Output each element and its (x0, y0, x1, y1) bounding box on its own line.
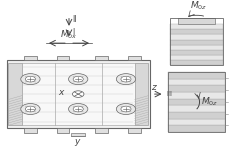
Bar (167, 125, 224, 132)
Text: II: II (71, 15, 76, 24)
Bar (128, 56, 140, 60)
Bar (167, 72, 224, 79)
Circle shape (73, 76, 83, 82)
Circle shape (21, 104, 40, 115)
Circle shape (68, 74, 87, 85)
Circle shape (25, 76, 35, 82)
Circle shape (73, 106, 83, 112)
Bar (169, 29, 222, 34)
Text: $y$: $y$ (74, 137, 82, 148)
Bar (8, 63, 22, 125)
Text: I: I (71, 28, 74, 37)
Bar (167, 72, 224, 132)
Circle shape (116, 74, 135, 85)
Bar (169, 60, 222, 65)
Bar (167, 112, 224, 119)
Circle shape (116, 104, 135, 115)
Bar (128, 128, 140, 133)
Text: III: III (166, 91, 172, 97)
Text: $x$: $x$ (58, 88, 65, 97)
Circle shape (120, 76, 131, 82)
Bar (167, 105, 224, 112)
Text: $M_{0z}$: $M_{0z}$ (190, 0, 207, 12)
Bar (71, 133, 85, 136)
Text: $M_{0z}$: $M_{0z}$ (200, 96, 218, 108)
Bar (24, 56, 36, 60)
Bar (169, 45, 222, 50)
Bar (169, 40, 222, 45)
Bar (167, 85, 224, 92)
Text: $M_{0x}$: $M_{0x}$ (60, 29, 77, 41)
Bar (134, 63, 148, 125)
Bar (95, 128, 107, 133)
Bar (169, 24, 222, 29)
Bar (167, 119, 224, 125)
Text: $z$: $z$ (150, 83, 157, 92)
Bar (167, 79, 224, 85)
Circle shape (120, 106, 131, 112)
Bar (57, 128, 69, 133)
Bar (167, 99, 224, 105)
Bar (95, 56, 107, 60)
Circle shape (25, 106, 35, 112)
Bar (169, 55, 222, 60)
Bar (169, 18, 222, 65)
Circle shape (72, 91, 84, 97)
Circle shape (21, 74, 40, 85)
Bar (22, 63, 134, 125)
Bar (177, 18, 214, 24)
Bar (24, 128, 36, 133)
Bar (7, 60, 149, 128)
Circle shape (68, 104, 87, 115)
Bar (57, 56, 69, 60)
Bar (169, 34, 222, 40)
Bar (167, 92, 224, 99)
Bar (169, 50, 222, 55)
